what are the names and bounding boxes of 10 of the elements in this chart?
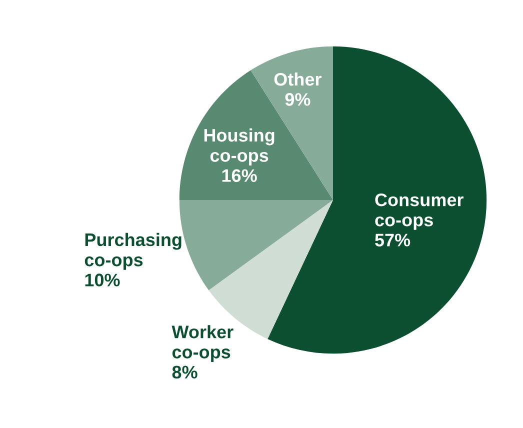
data-label: 8% xyxy=(172,366,198,379)
slice-label: Other xyxy=(274,72,322,86)
data-label: 57% xyxy=(375,234,410,246)
slice-label: Purchasing co-ops xyxy=(84,232,182,270)
data-label: 9% xyxy=(285,93,310,106)
slice-label: Consumer co-ops xyxy=(375,193,464,230)
data-label: 10% xyxy=(85,274,120,286)
data-label: 16% xyxy=(222,169,257,182)
slice-label: Worker co-ops xyxy=(172,325,234,362)
slice-label: Housing co-ops xyxy=(204,128,274,166)
